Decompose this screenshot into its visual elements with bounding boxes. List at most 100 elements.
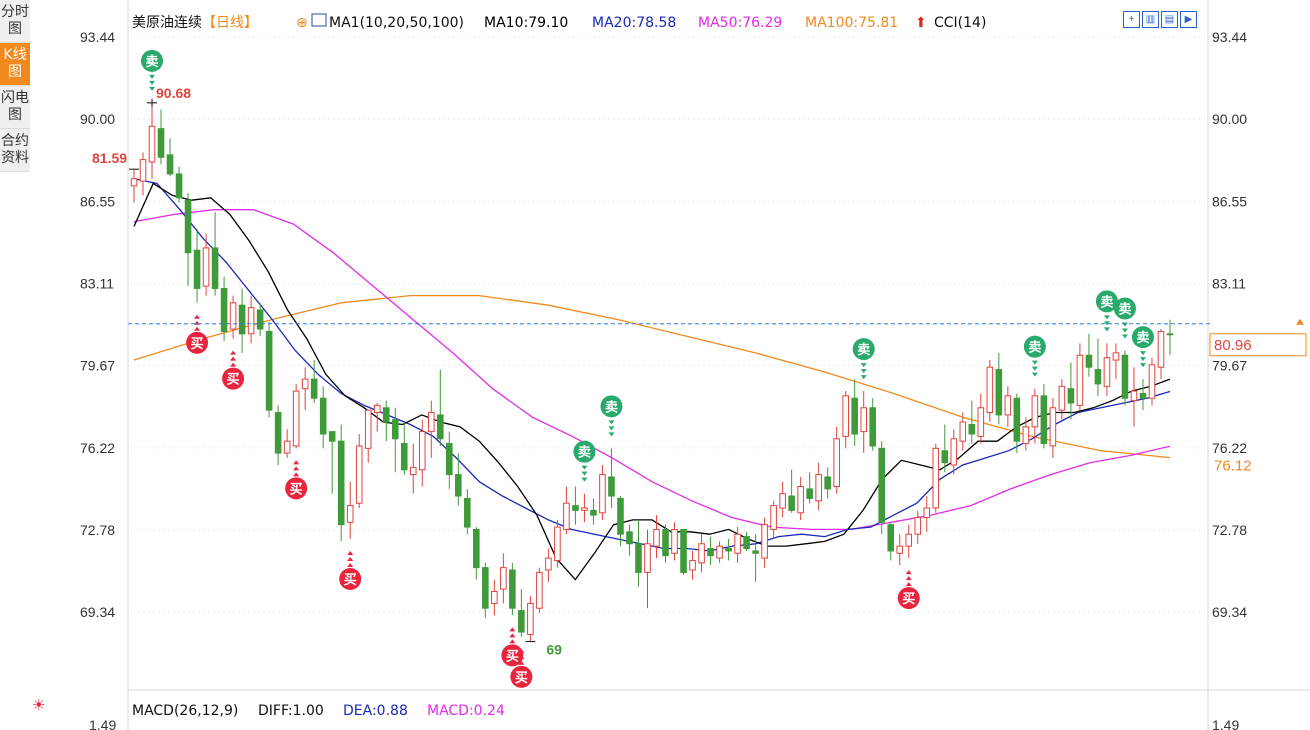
buy-arrow-icon [347,562,354,567]
sell-arrow-icon [1103,327,1110,332]
candle-body [1139,392,1147,399]
sun-settings-icon[interactable]: ☀ [32,697,46,714]
sell-arrow-icon [1121,328,1128,333]
buy-arrow-icon [194,326,201,331]
sell-signal-badge [1095,290,1118,313]
buy-arrow-icon [509,633,516,638]
candle-body [1157,330,1165,368]
sell-signal-label: 卖 [578,445,591,460]
candle-body [653,528,660,547]
period-settings-icon[interactable]: ⊕ [296,15,308,31]
sell-signal-badge [573,440,596,463]
candle-body [274,412,282,454]
fast-forward-icon[interactable]: ▶ [1180,11,1197,28]
candle-body [824,476,831,490]
candle-body [337,440,345,526]
zoom-out-icon[interactable]: ▤ [1161,11,1178,28]
candle-body [229,302,237,330]
candle-body [671,528,678,554]
buy-arrow-icon [347,550,354,555]
buy-signal-label: 买 [902,591,915,606]
sell-arrow-icon [149,86,156,91]
candle-body [382,407,390,423]
candle-body [247,307,255,335]
candle-body [761,524,768,559]
candle-body [950,438,958,466]
candle-body [914,517,922,535]
candle-body [418,431,426,471]
y-tick-label-right: 79.67 [1212,358,1247,374]
ma20-line [133,178,1171,552]
candle-body [364,409,372,449]
y-tick-label-left: 69.34 [80,604,115,620]
sell-arrow-icon [608,426,615,431]
header-ma100: MA100:75.81 [805,15,898,31]
sell-arrow-icon [581,471,588,476]
candle-body [1166,333,1174,336]
sell-arrow-icon [608,432,615,437]
candle-body [905,533,913,547]
buy-arrow-icon [509,627,516,632]
ma-chart-icon[interactable] [311,13,327,27]
tab-flash-chart[interactable]: 闪电图 [0,86,30,129]
candle-body [644,543,651,573]
sell-signal-badge [1131,326,1154,349]
zoom-in-icon[interactable]: ▥ [1142,11,1159,28]
y-tick-label-left: 72.78 [80,522,115,538]
candle-body [409,466,417,476]
candle-body [923,507,931,519]
candle-body [986,366,994,414]
candle-body [139,159,147,182]
buy-arrow-icon [230,350,237,355]
candle-body [707,548,714,557]
candle-body [482,567,489,609]
buy-arrow-icon [194,314,201,319]
sell-arrow-icon [1139,357,1146,362]
buy-arrow-icon [905,576,912,581]
tab-contract-info[interactable]: 合约资料 [0,129,30,172]
candle-body [1013,397,1021,442]
buy-arrow-icon [230,356,237,361]
grid-lines [127,0,1210,730]
sell-arrow-icon [608,420,615,425]
tab-kline-chart[interactable]: K线图 [0,43,30,86]
header-ma10: MA10:79.10 [484,15,568,31]
candle-body [1040,395,1048,445]
candle-body [310,378,318,399]
candle-body [292,390,300,447]
sell-arrow-icon [1031,366,1038,371]
tab-time-chart[interactable]: 分时图 [0,0,30,43]
header-ma20: MA20:78.58 [592,15,676,31]
sell-signal-label: 卖 [1136,330,1149,345]
crosshair-icon[interactable]: + [1123,11,1140,28]
ma10-line [133,182,1171,581]
candle-body [1004,395,1012,416]
sell-arrow-icon [1031,372,1038,377]
price-alert-icon [1296,318,1304,325]
candle-body [500,567,507,590]
buy-signal-badge [222,367,245,390]
candle-body [391,419,399,440]
candle-body [130,178,138,187]
macd-axis-left: 1.49 [89,717,116,730]
candle-body [193,249,201,289]
current-price-label: 80.96 [1214,337,1252,354]
candle-body [455,474,462,497]
candle-body [563,502,570,530]
candle-body [968,423,976,435]
ma-price-tag-label: 76.12 [1214,458,1252,475]
buy-signal-label: 买 [344,572,357,587]
candle-body [689,559,696,571]
candle-body [851,397,858,435]
macd-value: MACD:0.24 [427,703,505,719]
sell-signal-badge [1113,297,1136,320]
y-tick-label-left: 86.55 [80,193,115,209]
candle-body [725,548,732,552]
header-cci[interactable]: CCI(14) [934,15,986,31]
y-tick-label-left: 76.22 [80,440,115,456]
buy-arrow-icon [347,556,354,561]
candle-body [860,407,867,433]
candle-body [346,505,354,523]
y-tick-label-right: 90.00 [1212,111,1247,127]
